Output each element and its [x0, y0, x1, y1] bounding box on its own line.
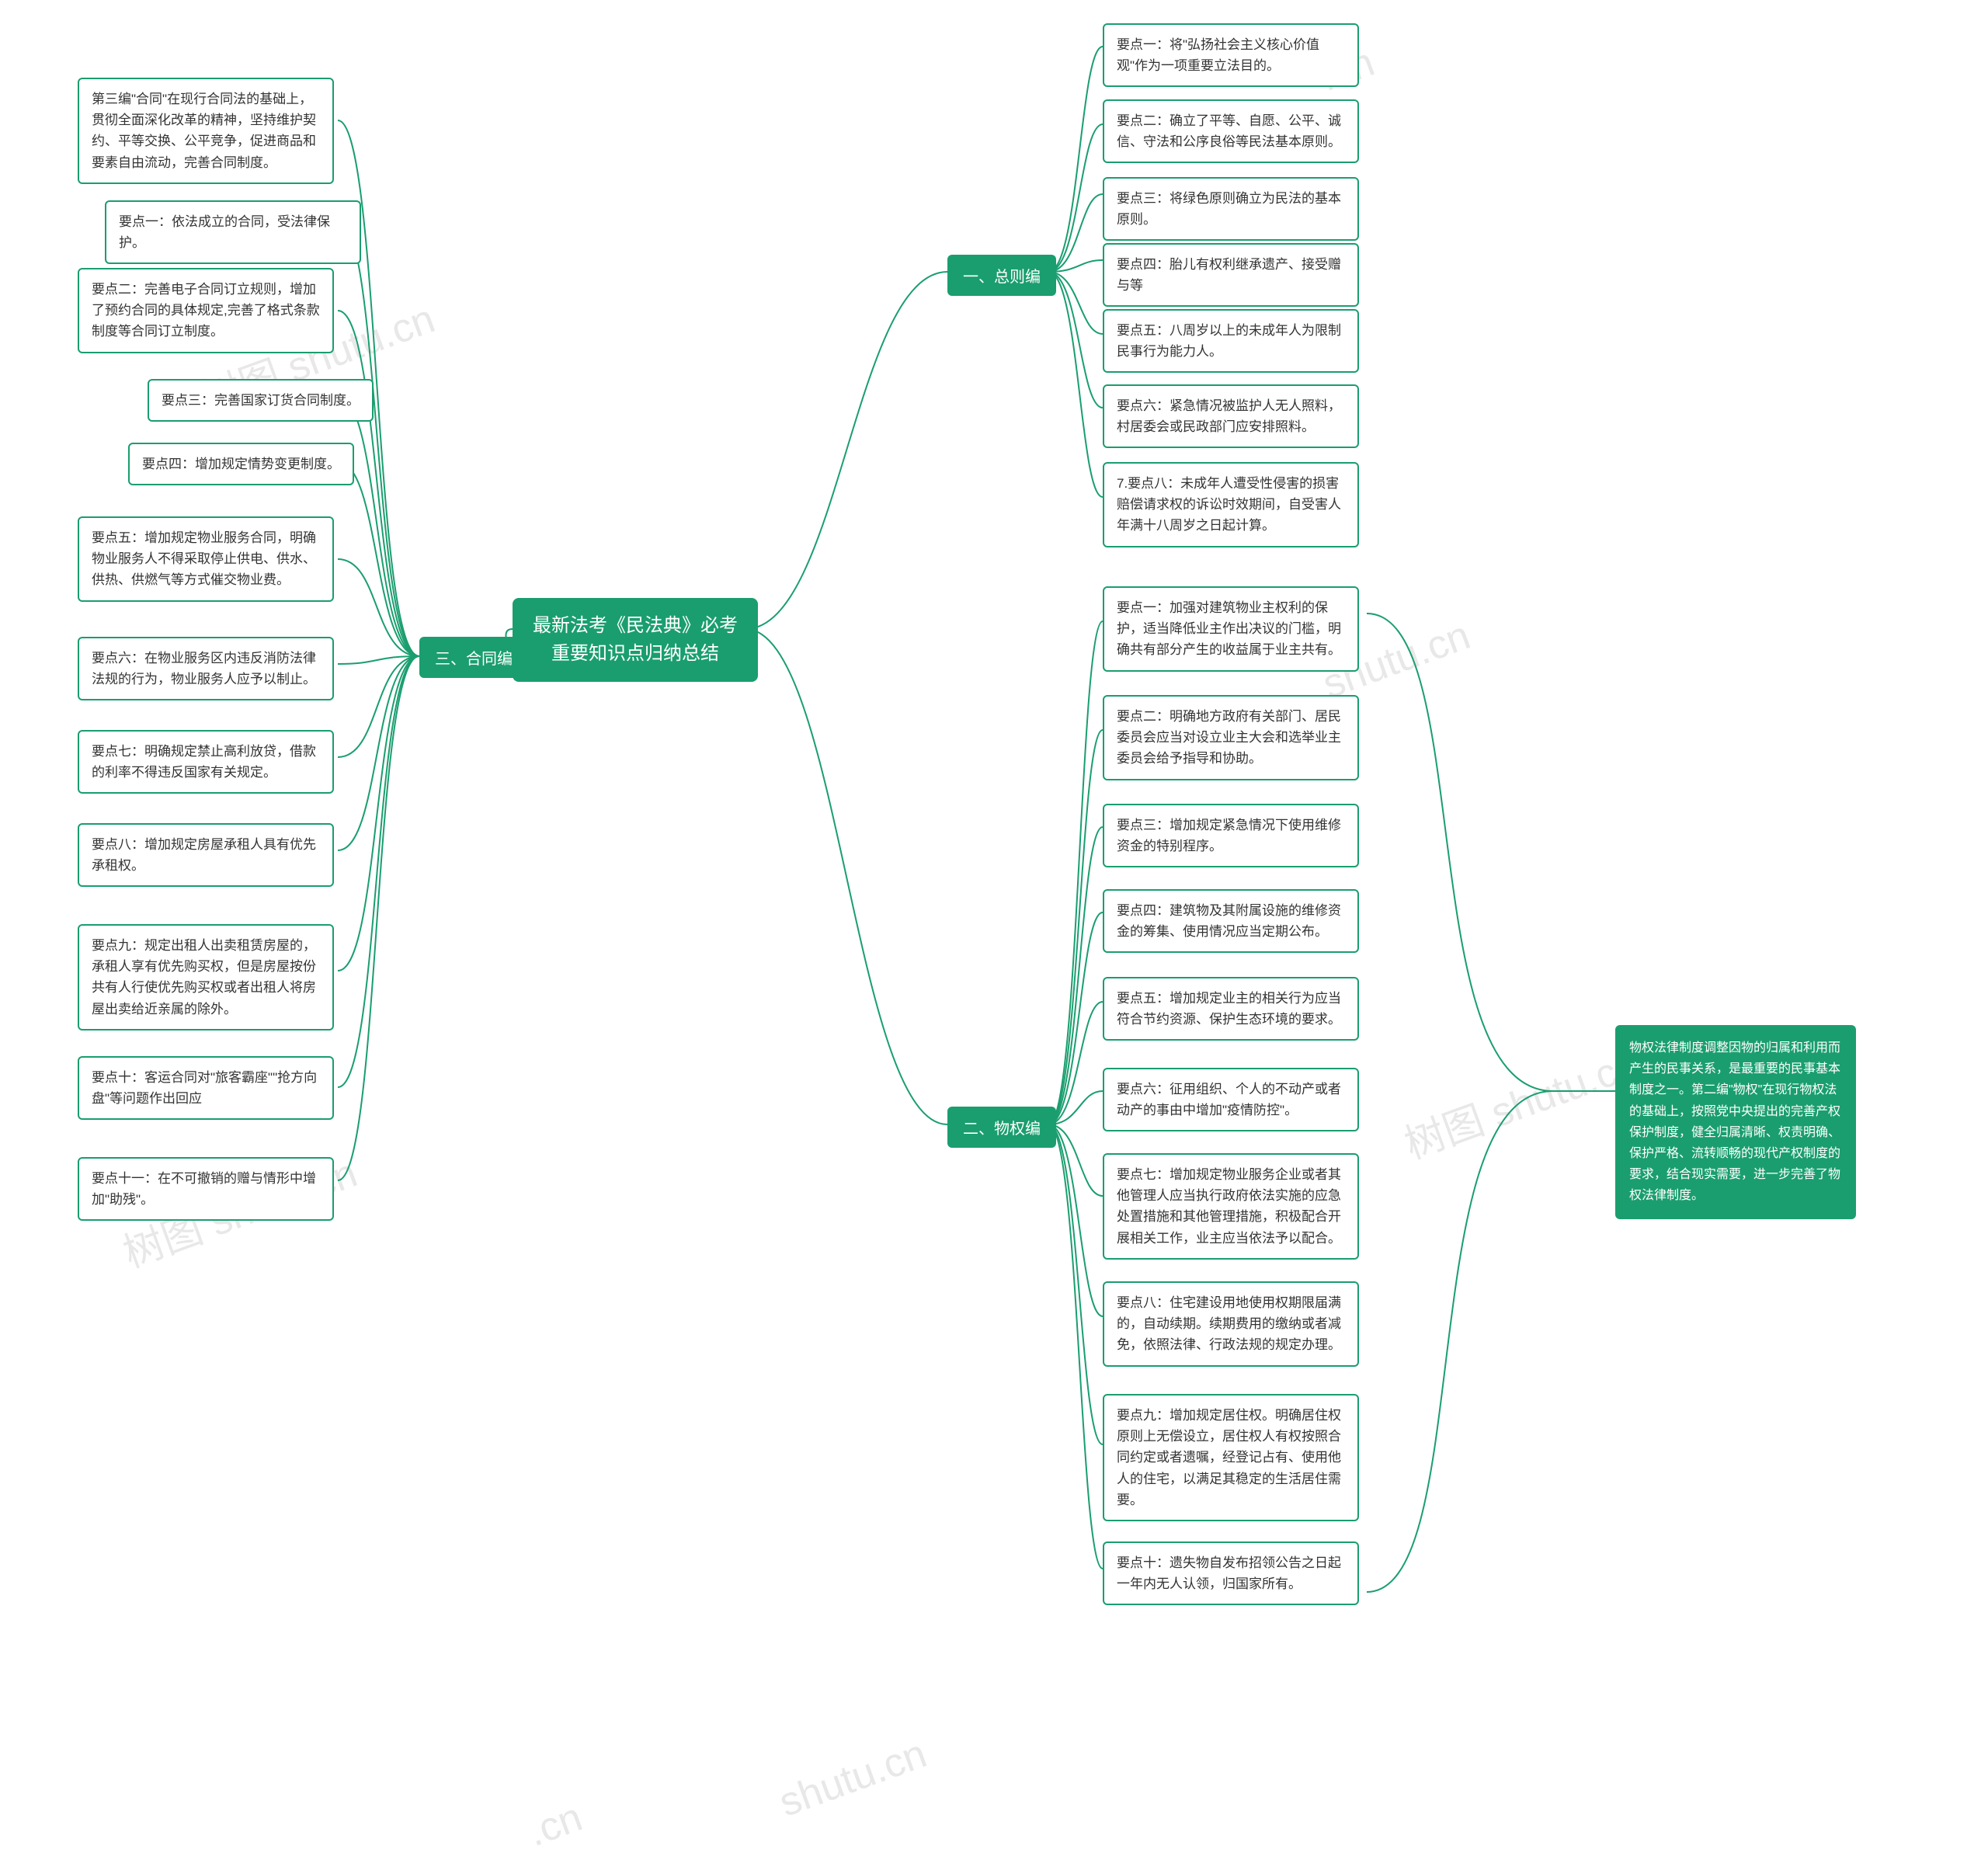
leaf-a-3: 要点四：胎儿有权利继承遗产、接受赠与等 — [1103, 243, 1359, 307]
leaf-a-0: 要点一：将"弘扬社会主义核心价值观"作为一项重要立法目的。 — [1103, 23, 1359, 87]
branch-b: 二、物权编 — [947, 1107, 1056, 1148]
watermark: shutu.cn — [773, 1730, 933, 1826]
leaf-b-0: 要点一：加强对建筑物业主权利的保护，适当降低业主作出决议的门槛，明确共有部分产生… — [1103, 586, 1359, 672]
leaf-a-5: 要点六：紧急情况被监护人无人照料，村居委会或民政部门应安排照料。 — [1103, 384, 1359, 448]
leaf-c-6: 要点六：在物业服务区内违反消防法律法规的行为，物业服务人应予以制止。 — [78, 637, 334, 700]
leaf-c-11: 要点十一：在不可撤销的赠与情形中增加"助残"。 — [78, 1157, 334, 1221]
leaf-c-7: 要点七：明确规定禁止高利放贷，借款的利率不得违反国家有关规定。 — [78, 730, 334, 794]
leaf-b-4: 要点五：增加规定业主的相关行为应当符合节约资源、保护生态环境的要求。 — [1103, 977, 1359, 1041]
leaf-c-3: 要点三：完善国家订货合同制度。 — [148, 379, 374, 422]
leaf-c-10: 要点十：客运合同对"旅客霸座""抢方向盘"等问题作出回应 — [78, 1056, 334, 1120]
leaf-b-9: 要点十：遗失物自发布招领公告之日起一年内无人认领，归国家所有。 — [1103, 1541, 1359, 1605]
leaf-a-1: 要点二：确立了平等、自愿、公平、诚信、守法和公序良俗等民法基本原则。 — [1103, 99, 1359, 163]
leaf-b-1: 要点二：明确地方政府有关部门、居民委员会应当对设立业主大会和选举业主委员会给予指… — [1103, 695, 1359, 780]
watermark: .cn — [522, 1794, 589, 1856]
root-title-l2: 重要知识点归纳总结 — [533, 640, 738, 668]
leaf-c-4: 要点四：增加规定情势变更制度。 — [128, 443, 354, 485]
leaf-b-6: 要点七：增加规定物业服务企业或者其他管理人应当执行政府依法实施的应急处置措施和其… — [1103, 1153, 1359, 1260]
leaf-c-9: 要点九：规定出租人出卖租赁房屋的，承租人享有优先购买权，但是房屋按份共有人行使优… — [78, 924, 334, 1031]
leaf-b-7: 要点八：住宅建设用地使用权期限届满的，自动续期。续期费用的缴纳或者减免，依照法律… — [1103, 1281, 1359, 1367]
leaf-b-5: 要点六：征用组织、个人的不动产或者动产的事由中增加"疫情防控"。 — [1103, 1068, 1359, 1131]
leaf-a-2: 要点三：将绿色原则确立为民法的基本原则。 — [1103, 177, 1359, 241]
leaf-b-8: 要点九：增加规定居住权。明确居住权原则上无偿设立，居住权人有权按照合同约定或者遗… — [1103, 1394, 1359, 1521]
leaf-a-6: 7.要点八：未成年人遭受性侵害的损害赔偿请求权的诉讼时效期间，自受害人年满十八周… — [1103, 462, 1359, 547]
leaf-c-8: 要点八：增加规定房屋承租人具有优先承租权。 — [78, 823, 334, 887]
leaf-c-0: 第三编"合同"在现行合同法的基础上，贯彻全面深化改革的精神，坚持维护契约、平等交… — [78, 78, 334, 184]
leaf-b-2: 要点三：增加规定紧急情况下使用维修资金的特别程序。 — [1103, 804, 1359, 867]
leaf-a-4: 要点五：八周岁以上的未成年人为限制民事行为能力人。 — [1103, 309, 1359, 373]
annotation-b: 物权法律制度调整因物的归属和利用而产生的民事关系，是最重要的民事基本制度之一。第… — [1615, 1025, 1856, 1219]
branch-a: 一、总则编 — [947, 255, 1056, 296]
leaf-b-3: 要点四：建筑物及其附属设施的维修资金的筹集、使用情况应当定期公布。 — [1103, 889, 1359, 953]
watermark: 树图 shutu.cn — [1395, 1031, 1646, 1170]
root-node: 最新法考《民法典》必考 重要知识点归纳总结 — [513, 598, 758, 682]
branch-c: 三、合同编 — [419, 637, 528, 678]
leaf-c-2: 要点二：完善电子合同订立规则，增加了预约合同的具体规定,完善了格式条款制度等合同… — [78, 268, 334, 353]
root-title-l1: 最新法考《民法典》必考 — [533, 612, 738, 640]
leaf-c-5: 要点五：增加规定物业服务合同，明确物业服务人不得采取停止供电、供水、供热、供燃气… — [78, 516, 334, 602]
leaf-c-1: 要点一：依法成立的合同，受法律保护。 — [105, 200, 361, 264]
